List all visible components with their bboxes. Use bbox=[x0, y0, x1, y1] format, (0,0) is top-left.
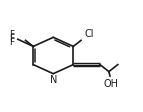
Text: F: F bbox=[9, 38, 14, 47]
Text: F: F bbox=[9, 34, 14, 43]
Text: Cl: Cl bbox=[85, 28, 94, 38]
Text: OH: OH bbox=[103, 78, 118, 88]
Text: F: F bbox=[9, 29, 14, 38]
Text: N: N bbox=[50, 75, 57, 84]
